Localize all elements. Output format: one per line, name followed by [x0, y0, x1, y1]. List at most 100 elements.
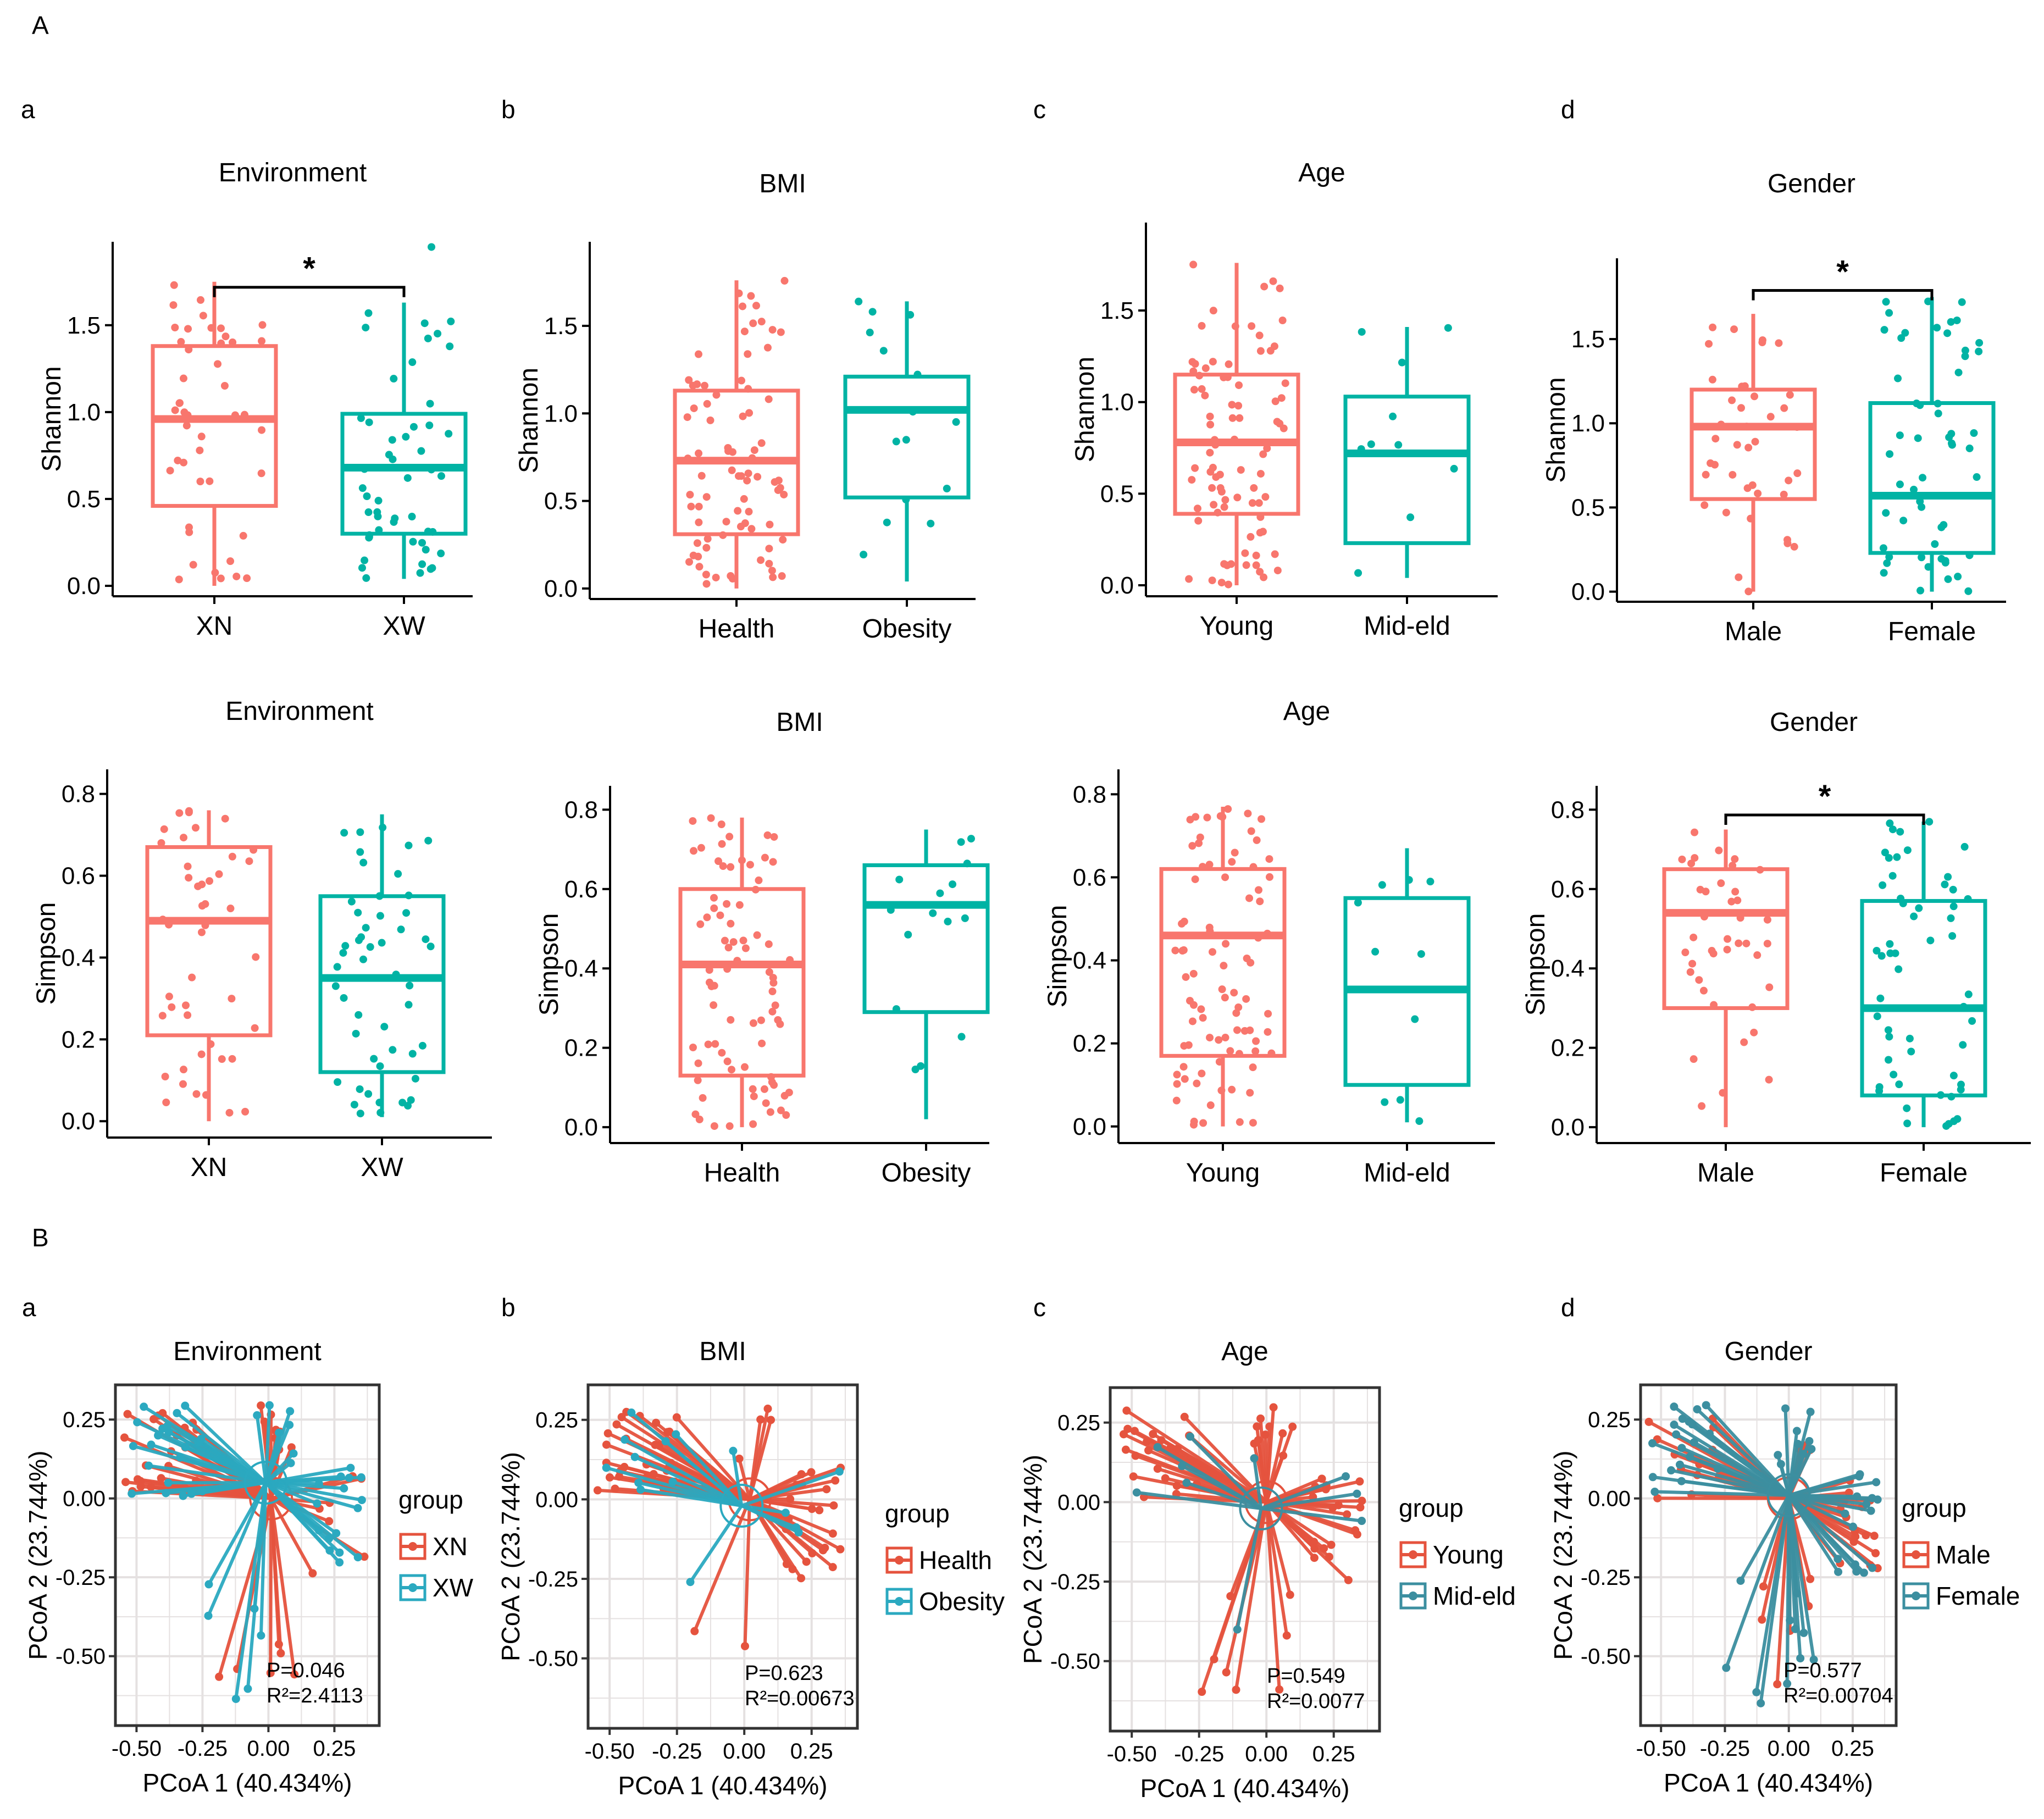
data-point	[1193, 504, 1201, 513]
data-point	[1198, 1069, 1206, 1078]
data-point	[1208, 484, 1216, 492]
y-axis-label: PCoA 2 (23.744%)	[1549, 1450, 1577, 1660]
charts-layer: a Environment Shannon 0.0 0.5 1.0 1.5 XN XW * b BMI…	[21, 95, 2031, 1803]
data-point	[1231, 849, 1239, 857]
data-point	[1265, 873, 1273, 881]
legend-label: Male	[1936, 1540, 1991, 1569]
y-tick-label: -0.50	[528, 1647, 578, 1671]
box-iqr	[862, 863, 990, 1014]
data-point	[166, 467, 174, 475]
sample-point	[1288, 1422, 1297, 1431]
data-point	[228, 852, 236, 861]
x-tick-label: Female	[1888, 617, 1976, 646]
data-point	[361, 465, 369, 473]
x-axis-label: PCoA 1 (40.434%)	[142, 1768, 352, 1797]
data-point	[1251, 1047, 1260, 1055]
sample-point	[308, 1569, 317, 1578]
data-point	[388, 436, 396, 444]
data-point	[175, 399, 184, 407]
data-point	[729, 938, 738, 946]
data-point	[760, 1085, 768, 1093]
spider-line	[741, 1504, 786, 1515]
sample-point	[176, 1453, 185, 1462]
data-point	[1190, 386, 1198, 394]
sample-point	[1855, 1470, 1864, 1479]
sample-point	[1759, 1582, 1768, 1591]
data-point	[765, 559, 773, 568]
data-point	[1228, 414, 1237, 422]
data-point	[350, 1101, 358, 1109]
data-point	[1210, 501, 1218, 509]
data-point	[364, 309, 373, 317]
sample-point	[286, 1407, 295, 1416]
data-point	[1895, 1080, 1903, 1089]
data-point	[1780, 404, 1788, 412]
sample-point	[1871, 1549, 1880, 1557]
sample-point	[1327, 1540, 1336, 1549]
data-point	[1394, 441, 1403, 449]
sample-point	[250, 1604, 259, 1613]
data-point	[199, 312, 207, 320]
sample-point	[1675, 1460, 1684, 1469]
sample-point	[1275, 1685, 1284, 1694]
data-point	[724, 944, 733, 952]
data-point	[1206, 1101, 1215, 1110]
sample-point	[1783, 1679, 1792, 1688]
data-point	[402, 432, 410, 441]
spider-line	[176, 1412, 267, 1484]
data-point	[700, 381, 708, 390]
data-point	[250, 846, 258, 854]
data-point	[359, 858, 368, 867]
y-tick-label: 1.5	[67, 312, 101, 339]
y-tick-label: 0.0	[62, 1108, 95, 1135]
y-tick-label: 0.8	[1073, 781, 1106, 808]
sample-point	[617, 1413, 626, 1422]
spider-line	[179, 1456, 267, 1484]
box-iqr	[340, 412, 468, 536]
data-point	[184, 1011, 192, 1019]
sample-point	[797, 1470, 806, 1479]
sample-point	[1806, 1407, 1815, 1416]
y-tick-label: -0.25	[1050, 1570, 1100, 1594]
sample-point	[822, 1485, 831, 1494]
spider-line	[264, 1481, 337, 1535]
x-tick-label: 0.25	[313, 1737, 356, 1761]
data-point	[252, 953, 260, 961]
data-point	[1733, 441, 1741, 449]
legend-key-dot	[1409, 1591, 1417, 1600]
data-point	[1260, 282, 1269, 291]
data-point	[217, 339, 225, 347]
data-point	[728, 448, 736, 456]
data-point	[1678, 855, 1686, 863]
data-point	[169, 301, 178, 309]
data-point	[765, 395, 773, 403]
data-point	[1205, 861, 1214, 869]
sample-point	[1722, 1663, 1731, 1672]
x-tick-label: -0.25	[178, 1737, 228, 1761]
data-point	[1220, 962, 1228, 970]
data-point	[1181, 1075, 1189, 1083]
sample-point	[807, 1468, 816, 1477]
data-point	[375, 892, 384, 900]
data-point	[1953, 316, 1961, 324]
data-point	[221, 814, 229, 823]
data-point	[356, 1110, 364, 1118]
data-point	[356, 1085, 364, 1093]
data-point	[749, 1085, 757, 1093]
sample-point	[672, 1413, 681, 1422]
sample-point	[357, 1473, 365, 1482]
pcoa-chart-Bd: d Gender -0.50 -0.25 0.00 0.25 -0.50 -0.25 0.00 0…	[1549, 1293, 2020, 1797]
data-point	[1964, 990, 1973, 999]
data-point	[1728, 396, 1736, 404]
data-point	[1186, 816, 1194, 824]
data-point	[1216, 812, 1225, 820]
data-point	[714, 857, 723, 866]
data-point	[1198, 385, 1206, 393]
sample-point	[1122, 1406, 1131, 1415]
spider-line	[1265, 1501, 1292, 1595]
sample-point	[335, 1548, 344, 1557]
data-point	[879, 347, 888, 355]
box-chart-Ac2: Age Simpson 0.0 0.2 0.4 0.6 0.8 Young Mid-eld	[1043, 697, 1495, 1188]
stat-r2: R²=0.00704	[1783, 1684, 1893, 1707]
data-point	[728, 466, 736, 474]
